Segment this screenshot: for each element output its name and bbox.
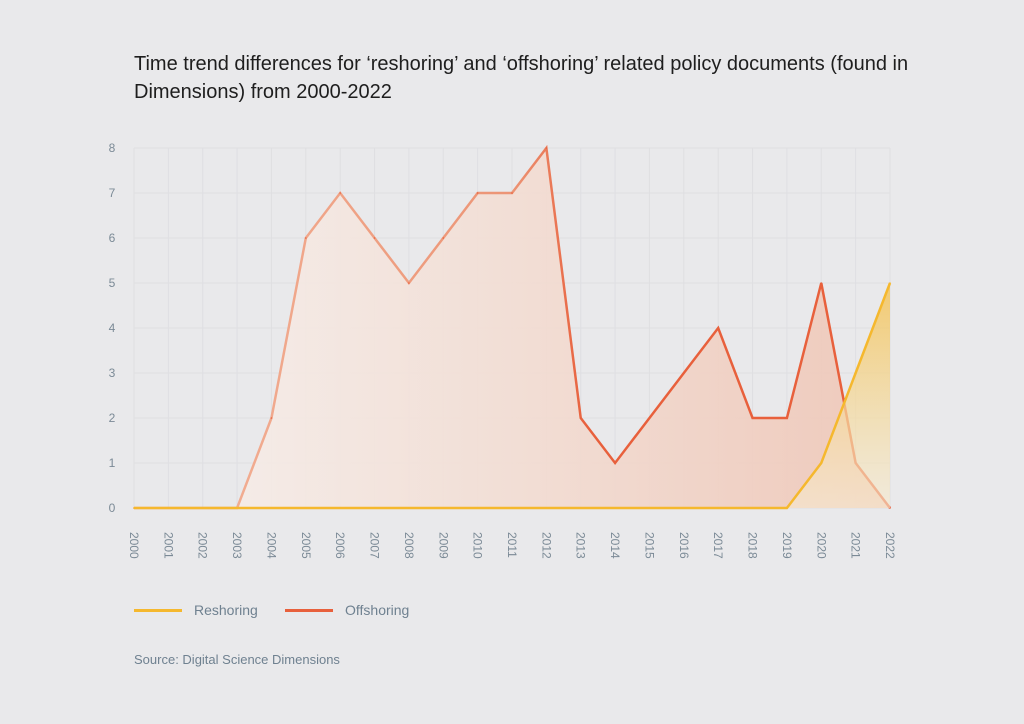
legend-label: Offshoring [345, 602, 410, 618]
reshoring-point [270, 507, 273, 509]
reshoring-point [751, 507, 754, 509]
offshoring-point [339, 192, 341, 194]
x-tick-label: 2008 [402, 532, 416, 559]
x-tick-label: 2019 [780, 532, 794, 559]
y-tick-label: 6 [109, 231, 116, 245]
offshoring-point [614, 462, 616, 464]
offshoring-point [579, 417, 582, 419]
reshoring-point [167, 507, 170, 509]
x-tick-label: 2020 [814, 532, 828, 559]
x-tick-label: 2002 [196, 532, 210, 559]
reshoring-point [683, 507, 685, 509]
offshoring-point [408, 282, 410, 284]
reshoring-point [579, 507, 582, 509]
source-note: Source: Digital Science Dimensions [134, 652, 340, 667]
reshoring-point [201, 507, 204, 509]
offshoring-point [545, 147, 548, 149]
x-tick-label: 2015 [642, 532, 656, 559]
x-tick-label: 2018 [746, 532, 760, 559]
x-tick-label: 2009 [436, 532, 450, 559]
reshoring-point [442, 507, 445, 509]
y-tick-label: 0 [109, 501, 116, 515]
x-tick-label: 2013 [574, 532, 588, 559]
reshoring-point [373, 507, 376, 509]
x-tick-label: 2007 [368, 532, 382, 559]
y-tick-label: 7 [109, 186, 116, 200]
x-tick-label: 2003 [230, 532, 244, 559]
x-tick-label: 2014 [608, 532, 622, 559]
x-tick-label: 2022 [883, 532, 897, 559]
reshoring-point [648, 507, 651, 509]
offshoring-point [373, 237, 376, 239]
reshoring-area [786, 283, 890, 508]
reshoring-point [511, 507, 513, 509]
offshoring-point [476, 192, 479, 194]
reshoring-point [305, 507, 307, 509]
offshoring-point [820, 282, 823, 284]
offshoring-point [442, 237, 445, 239]
x-tick-label: 2016 [677, 532, 691, 559]
offshoring-point [305, 237, 307, 239]
x-tick-label: 2021 [849, 532, 863, 559]
offshoring-point [648, 417, 651, 419]
reshoring-point [545, 507, 548, 509]
legend-item-offshoring[interactable]: Offshoring [285, 602, 409, 618]
x-tick-label: 2010 [471, 532, 485, 559]
reshoring-point [854, 372, 857, 374]
x-tick-label: 2012 [539, 532, 553, 559]
x-tick-label: 2017 [711, 532, 725, 559]
reshoring-point [476, 507, 479, 509]
y-tick-label: 4 [109, 321, 116, 335]
offshoring-point [511, 192, 513, 194]
reshoring-point [408, 507, 410, 509]
reshoring-swatch [134, 608, 182, 612]
legend-label: Reshoring [194, 602, 258, 618]
x-tick-label: 2006 [333, 532, 347, 559]
reshoring-point [339, 507, 341, 509]
y-tick-label: 2 [109, 411, 116, 425]
reshoring-point [820, 462, 823, 464]
x-tick-label: 2000 [127, 532, 141, 559]
x-tick-label: 2001 [161, 532, 175, 559]
offshoring-point [717, 327, 719, 329]
x-tick-label: 2005 [299, 532, 313, 559]
reshoring-point [786, 507, 788, 509]
offshoring-area [134, 148, 890, 508]
offshoring-point [683, 372, 685, 374]
offshoring-swatch [285, 608, 333, 612]
y-tick-label: 1 [109, 456, 116, 470]
legend-item-reshoring[interactable]: Reshoring [134, 602, 258, 618]
reshoring-point [717, 507, 719, 509]
y-tick-label: 8 [109, 141, 116, 155]
chart-title: Time trend differences for ‘reshoring’ a… [134, 53, 909, 103]
offshoring-point [751, 417, 754, 419]
y-tick-label: 5 [109, 276, 116, 290]
x-tick-label: 2004 [264, 532, 278, 559]
y-tick-label: 3 [109, 366, 116, 380]
x-tick-label: 2011 [505, 532, 519, 558]
reshoring-point [236, 507, 238, 509]
offshoring-point [270, 417, 273, 419]
reshoring-point [614, 507, 616, 509]
reshoring-point [889, 282, 891, 284]
offshoring-point [786, 417, 788, 419]
reshoring-point [133, 507, 135, 509]
